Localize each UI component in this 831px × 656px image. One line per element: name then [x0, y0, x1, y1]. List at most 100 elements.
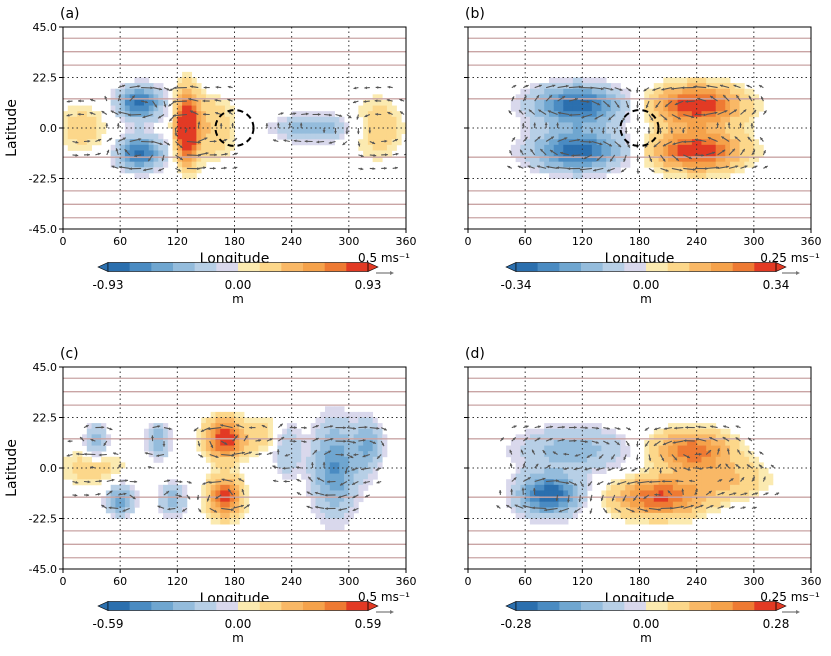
field-cell — [282, 116, 288, 123]
field-cell — [601, 439, 607, 446]
field-cell — [687, 88, 693, 95]
field-cell — [244, 456, 250, 463]
field-cell — [687, 94, 693, 101]
field-cell — [82, 139, 88, 146]
wind-arrow-head — [334, 131, 337, 134]
x-tick-label: 360 — [801, 235, 822, 248]
field-cell — [172, 156, 178, 163]
wind-arrow-head — [234, 138, 237, 141]
field-cell — [148, 83, 154, 90]
field-cell — [568, 77, 574, 84]
field-cell — [572, 150, 578, 157]
field-cell — [182, 116, 188, 123]
field-cell — [344, 490, 350, 497]
field-cell — [668, 434, 674, 441]
field-cell — [525, 88, 531, 95]
wind-arrow-head — [724, 110, 728, 113]
field-cell — [558, 161, 564, 168]
field-cell — [701, 473, 707, 480]
field-cell — [720, 156, 726, 163]
field-cell — [610, 88, 617, 95]
wind-arrow-head — [567, 499, 570, 503]
field-cell — [143, 88, 150, 95]
field-cell — [96, 462, 102, 469]
field-cell — [391, 105, 397, 112]
wind-arrow-head — [674, 102, 678, 106]
field-cell — [744, 468, 750, 475]
field-cell — [67, 473, 73, 480]
field-cell — [606, 122, 612, 129]
field-cell — [63, 111, 69, 118]
field-cell — [258, 423, 264, 430]
field-cell — [625, 518, 631, 525]
field-cell — [744, 128, 750, 135]
field-cell — [587, 434, 593, 441]
field-cell — [353, 462, 359, 469]
field-cell — [649, 128, 655, 135]
field-cell — [91, 122, 97, 129]
field-cell — [163, 512, 169, 519]
field-cell — [539, 116, 545, 123]
field-cell — [348, 439, 354, 446]
field-cell — [734, 445, 740, 452]
field-cell — [158, 451, 164, 458]
field-cell — [587, 105, 593, 112]
wind-arrow-head — [674, 469, 678, 472]
field-cell — [205, 94, 212, 101]
wind-arrow-head — [282, 466, 286, 470]
field-cell — [386, 128, 393, 135]
field-cell — [710, 156, 717, 163]
field-cell — [701, 434, 707, 441]
field-cell — [672, 122, 679, 129]
wind-arrow-head — [550, 150, 553, 153]
wind-arrow-head — [339, 114, 343, 117]
field-cell — [620, 501, 626, 508]
field-cell — [291, 116, 297, 123]
wind-arrow-head — [344, 471, 348, 474]
wind-arrow — [403, 153, 406, 156]
wind-arrow-head — [214, 153, 217, 157]
wind-arrow-head — [330, 437, 334, 441]
wind-arrow-head — [352, 495, 356, 498]
wind-arrow-head — [109, 138, 113, 141]
wind-arrow-head — [521, 123, 525, 126]
field-cell — [596, 428, 602, 435]
field-cell — [220, 468, 226, 475]
field-cell — [553, 88, 559, 95]
x-tick-label: 180 — [224, 575, 245, 588]
field-cell — [301, 451, 307, 458]
field-cell — [143, 172, 150, 179]
wind-arrow-head — [752, 476, 755, 480]
field-cell — [653, 116, 659, 123]
field-cell — [653, 468, 659, 475]
field-cell — [391, 133, 397, 140]
field-cell — [539, 434, 545, 441]
field-cell — [663, 428, 669, 435]
field-cell — [525, 161, 531, 168]
field-cell — [610, 139, 617, 146]
field-cell — [720, 133, 726, 140]
field-cell — [687, 105, 693, 112]
field-cell — [544, 484, 550, 491]
field-cell — [258, 428, 264, 435]
field-cell — [139, 150, 145, 157]
field-cell — [129, 156, 135, 163]
wind-arrow-head — [662, 143, 666, 147]
field-cell — [591, 128, 598, 135]
field-cell — [601, 172, 607, 179]
wind-arrow-head — [722, 437, 726, 440]
field-cell — [610, 439, 617, 446]
field-cell — [153, 439, 159, 446]
wind-arrow-head — [373, 441, 376, 444]
field-cell — [620, 128, 626, 135]
field-cell — [568, 456, 574, 463]
field-cell — [363, 105, 369, 112]
field-cell — [153, 116, 159, 123]
field-cell — [682, 484, 688, 491]
wind-arrow-head — [761, 96, 764, 100]
field-cell — [682, 77, 688, 84]
field-cell — [649, 518, 655, 525]
field-cell — [286, 473, 293, 480]
field-cell — [658, 167, 664, 174]
wind-arrow-head — [680, 505, 684, 509]
